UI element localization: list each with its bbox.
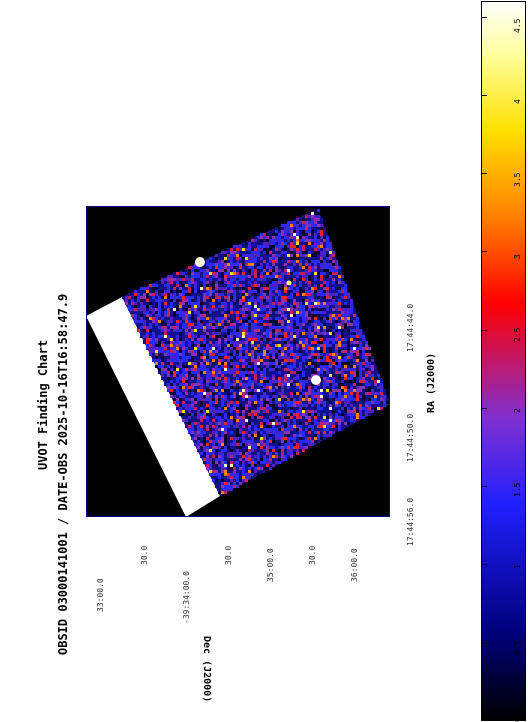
colorbar [481,1,526,721]
finding-chart-image [86,206,390,517]
colorbar-tick-mark [481,329,487,331]
ra-tick-label: 17:44:56.0 [406,497,415,546]
dec-tick-label: 36:00.0 [350,548,359,582]
dec-tick-label: 30.0 [308,545,317,565]
colorbar-tick-label: 4.5 [513,18,522,33]
dec-tick-label: 30.0 [140,545,149,565]
image-noise [122,209,389,494]
colorbar-tick-label: 1.5 [513,482,522,497]
colorbar-tick-label: 3.5 [513,172,522,187]
dec-tick-label: -39:34:00.0 [182,571,191,624]
colorbar-tick-label: 3 [513,254,522,259]
colorbar-tick-label: 0 [513,717,522,722]
colorbar-tick-label: 1 [513,564,522,569]
colorbar-tick-label: 2 [513,408,522,413]
dec-tick-label: 35:00.0 [266,548,275,582]
dec-tick-label: 30.0 [224,545,233,565]
colorbar-tick-mark [481,720,487,721]
chart-subtitle: OBSID 03000141001 / DATE-OBS 2025-10-16T… [56,293,70,655]
ra-axis-label: RA (J2000) [426,352,437,413]
colorbar-tick-mark [481,173,487,175]
colorbar-tick-mark [481,94,487,96]
masked-region [86,297,220,517]
colorbar-tick-mark [481,486,487,488]
ra-tick-label: 17:44:50.0 [406,413,415,462]
dec-tick-label: 33:00.0 [96,578,105,612]
colorbar-tick-label: 0.5 [513,640,522,655]
image-frame [86,206,390,517]
colorbar-tick-mark [481,564,487,566]
colorbar-tick-mark [481,251,487,253]
colorbar-tick-label: 2.5 [513,327,522,342]
colorbar-tick-mark [481,642,487,644]
bright-source [311,375,321,385]
bright-source [195,257,205,267]
colorbar-tick-mark [481,16,487,18]
chart-title: UVOT Finding Chart [36,339,50,470]
bright-source [286,280,292,286]
colorbar-tick-mark [481,407,487,409]
colorbar-tick-label: 4 [513,99,522,104]
dec-axis-label: Dec (J2000) [201,636,212,703]
ra-tick-label: 17:44:44.0 [406,303,415,352]
